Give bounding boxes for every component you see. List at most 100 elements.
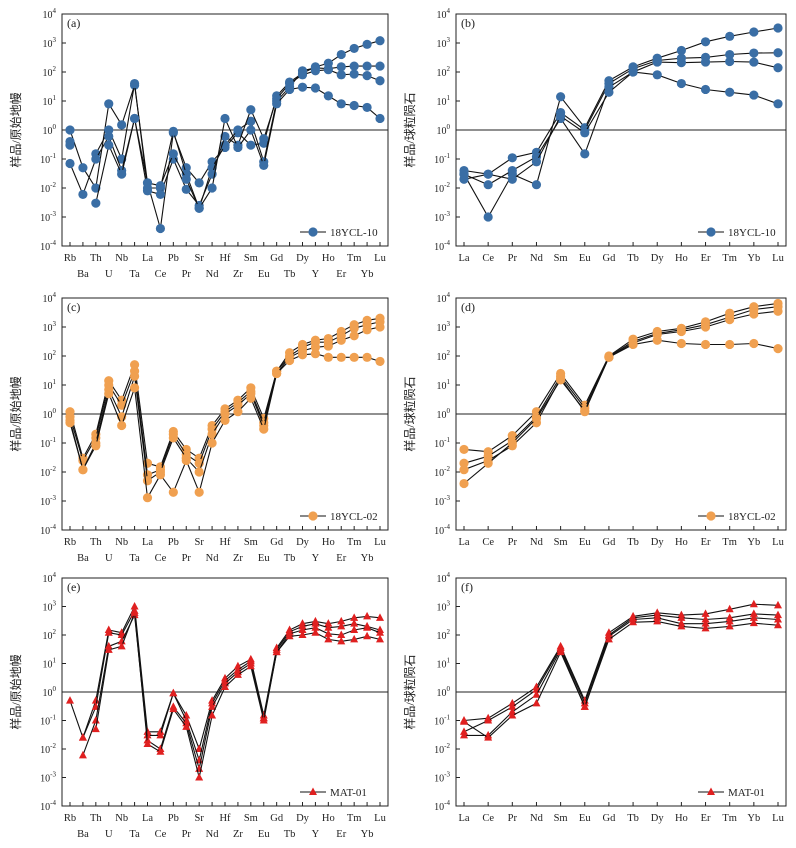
x-category-label: Nd (530, 253, 544, 264)
data-point (336, 352, 346, 362)
y-tick-label: 103 (437, 320, 451, 334)
data-point (259, 160, 269, 171)
x-category-label: Ba (77, 269, 89, 280)
data-point (459, 465, 469, 475)
x-category-label: Hf (219, 253, 231, 264)
chart-svg: 10-4 10-3 10-2 10-1 100 101 102 103 104 样品/原始地幔 (c… (8, 291, 389, 564)
y-tick-label: 10-4 (434, 523, 450, 537)
data-point (700, 322, 711, 332)
data-point (483, 458, 493, 468)
data-point (246, 116, 256, 126)
data-point (531, 157, 542, 167)
x-category-label: Nd (206, 553, 220, 564)
data-point (221, 682, 229, 690)
x-category-label: Y (312, 269, 320, 280)
series-4 (460, 616, 782, 741)
data-point (142, 493, 153, 503)
data-point (208, 710, 217, 719)
data-point (749, 609, 758, 617)
panel-label: (f) (461, 580, 473, 594)
x-category-label: Tm (347, 253, 362, 264)
x-category-label: Lu (772, 537, 784, 548)
data-point (246, 661, 255, 670)
x-category-label: Tb (284, 269, 296, 280)
data-point (246, 105, 256, 115)
data-point (259, 134, 269, 144)
data-point (676, 326, 686, 337)
x-category-label: Tb (627, 537, 639, 548)
x-category-label: Er (701, 537, 711, 548)
data-point (259, 716, 268, 724)
series-3 (65, 65, 385, 211)
data-point (169, 688, 178, 697)
data-point (749, 309, 759, 319)
data-point (117, 169, 127, 179)
x-category-label: Gd (603, 253, 617, 264)
data-point (483, 212, 493, 222)
data-point (207, 163, 217, 173)
x-category-label: Sr (194, 813, 204, 824)
data-point (375, 36, 385, 46)
y-tick-label: 100 (437, 123, 451, 137)
y-tick-label: 10-3 (40, 494, 56, 508)
chart-svg: 10-4 10-3 10-2 10-1 100 101 102 103 104 样品/球粒陨石 (b… (402, 7, 787, 264)
data-point (459, 444, 469, 455)
x-category-label: Er (701, 253, 711, 264)
data-point (91, 724, 100, 733)
data-point (297, 82, 308, 92)
data-point (208, 702, 217, 710)
x-category-label: Lu (374, 253, 386, 264)
x-category-label: Dy (651, 813, 665, 824)
legend-label: 18YCL-02 (330, 511, 378, 523)
chart-panel-e: 10-4 10-3 10-2 10-1 100 101 102 103 104 样品/原始地幔 (e… (0, 566, 398, 843)
data-point (117, 641, 126, 650)
y-axis-label: 样品/原始地幔 (8, 92, 23, 167)
y-tick-label: 10-1 (40, 714, 56, 728)
legend-label: 18YCL-10 (728, 227, 776, 239)
data-point (233, 670, 242, 678)
y-tick-label: 104 (437, 291, 451, 305)
y-tick-label: 10-1 (40, 436, 56, 450)
data-point (349, 61, 359, 71)
x-category-label: Zr (233, 829, 243, 840)
data-point (168, 433, 178, 443)
data-point (362, 71, 372, 81)
x-category-label: Tb (627, 253, 639, 264)
data-point (725, 621, 734, 630)
data-point (272, 647, 281, 656)
data-point (337, 616, 346, 625)
chart-svg: 10-4 10-3 10-2 10-1 100 101 102 103 104 样品/原始地幔 (a… (8, 7, 389, 280)
x-category-label: Ba (77, 829, 89, 840)
data-point (323, 65, 333, 75)
series-line (463, 613, 779, 733)
data-point (129, 113, 140, 124)
data-point (349, 69, 359, 79)
x-category-label: Ta (129, 829, 140, 840)
y-tick-label: 10-1 (434, 436, 450, 450)
data-point (556, 375, 566, 385)
data-point (484, 716, 493, 724)
legend-label: 18YCL-10 (330, 227, 378, 239)
data-point (65, 418, 75, 428)
data-point (91, 441, 101, 451)
x-category-label: La (458, 253, 469, 264)
data-point (349, 352, 359, 362)
x-category-label: Ho (675, 253, 688, 264)
data-point (349, 43, 359, 54)
chart-panel-f: 10-4 10-3 10-2 10-1 100 101 102 103 104 样品/球粒陨石 (f… (398, 566, 796, 843)
legend: MAT-01 (698, 787, 765, 799)
data-point (459, 478, 469, 489)
data-point (207, 429, 217, 439)
data-point (142, 178, 153, 188)
data-point (117, 400, 127, 410)
data-point (375, 322, 385, 332)
data-point (376, 613, 384, 621)
data-point (311, 619, 320, 627)
y-tick-label: 10-4 (40, 239, 56, 253)
data-point (628, 339, 638, 350)
x-category-label: Pr (182, 269, 192, 280)
data-point (246, 125, 256, 135)
data-point (156, 730, 165, 739)
data-point (155, 223, 166, 234)
data-point (91, 696, 100, 704)
